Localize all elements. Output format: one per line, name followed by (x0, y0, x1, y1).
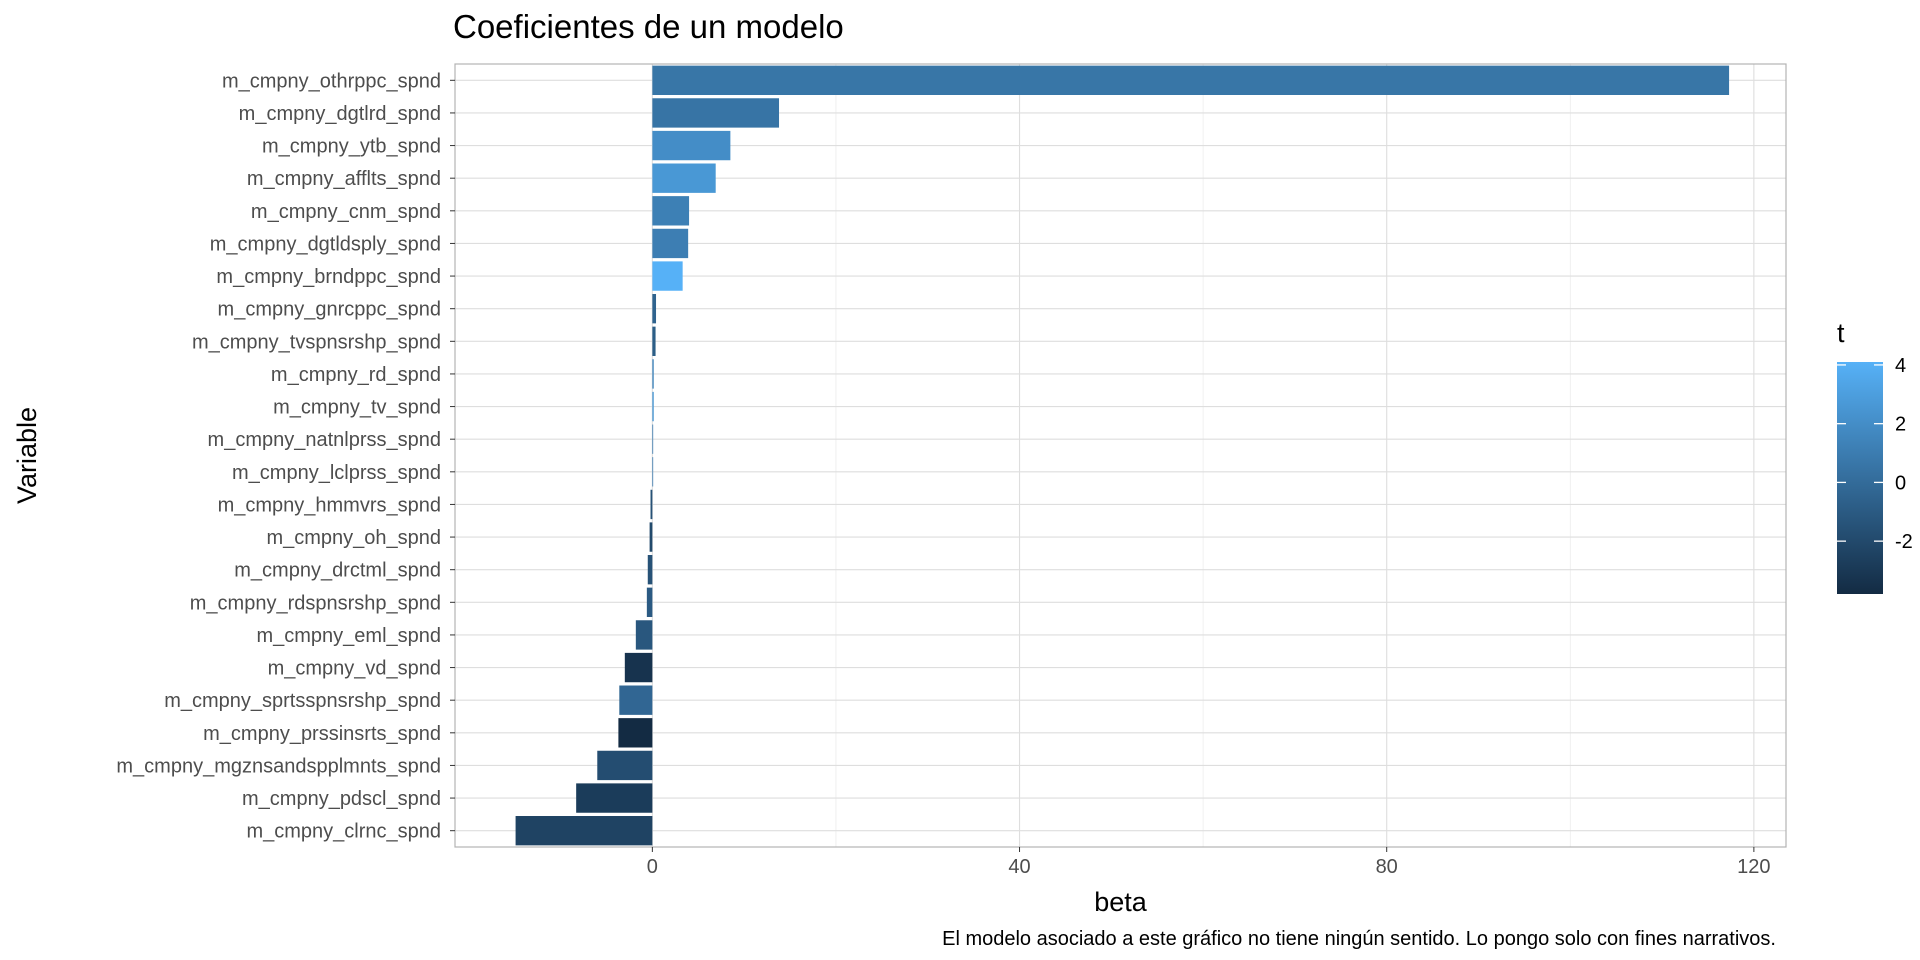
bar-m_cmpny_gnrcppc_spnd (652, 294, 657, 324)
y-tick-label: m_cmpny_clrnc_spnd (246, 821, 441, 843)
y-tick-label: m_cmpny_ytb_spnd (262, 136, 441, 158)
bar-m_cmpny_ytb_spnd (652, 130, 731, 161)
y-tick-label: m_cmpny_cnm_spnd (251, 201, 441, 223)
bar-m_cmpny_pdscl_spnd (576, 783, 653, 813)
legend-tick-label: 0 (1895, 472, 1906, 494)
legend-ticks: 4 2 0 -2 (1837, 355, 1913, 553)
y-tick-label: m_cmpny_lclprss_spnd (232, 462, 441, 484)
bar-m_cmpny_rd_spnd (652, 359, 654, 389)
y-tick-label: m_cmpny_vd_spnd (268, 658, 441, 680)
y-tick-label: m_cmpny_brndppc_spnd (216, 266, 441, 288)
bar-m_cmpny_clrnc_spnd (515, 816, 653, 846)
y-tick-label: m_cmpny_pdscl_spnd (242, 788, 441, 810)
bar-m_cmpny_lclprss_spnd (652, 457, 654, 487)
bar-m_cmpny_cnm_spnd (652, 196, 690, 226)
bar-m_cmpny_brndppc_spnd (652, 261, 683, 291)
bar-m_cmpny_mgznsandspplmnts_spnd (597, 750, 653, 781)
legend-colorbar (1837, 362, 1883, 594)
legend-title: t (1837, 318, 1845, 348)
bar-m_cmpny_dgtldsply_spnd (652, 228, 689, 259)
y-tick-label: m_cmpny_rdspnsrshp_spnd (190, 592, 441, 614)
x-axis-label: beta (1094, 887, 1148, 917)
y-tick-label: m_cmpny_afflts_spnd (247, 168, 441, 190)
x-tick-label: 40 (1008, 856, 1030, 878)
x-tick-label: 120 (1737, 856, 1770, 878)
x-tick-label: 0 (647, 856, 658, 878)
x-tick-label: 80 (1376, 856, 1398, 878)
y-tick-label: m_cmpny_tvspnsrshp_spnd (192, 331, 441, 353)
y-tick-label: m_cmpny_gnrcppc_spnd (218, 299, 441, 321)
y-tick-label: m_cmpny_othrppc_spnd (222, 70, 441, 92)
bar-m_cmpny_tv_spnd (652, 391, 654, 422)
x-tick-labels: 0 40 80 120 (647, 847, 1771, 878)
y-tick-label: m_cmpny_rd_spnd (271, 364, 441, 386)
legend-tick-label: -2 (1895, 531, 1913, 553)
y-tick-labels: m_cmpny_othrppc_spnd m_cmpny_dgtlrd_spndm… (116, 70, 455, 843)
bar-m_cmpny_dgtlrd_spnd (652, 98, 780, 128)
bar-m_cmpny_afflts_spnd (652, 163, 716, 193)
bar-m_cmpny_tvspnsrshp_spnd (652, 326, 656, 356)
y-tick-label: m_cmpny_hmmvrs_spnd (218, 494, 441, 516)
y-tick-label: m_cmpny_dgtlrd_spnd (239, 103, 441, 125)
legend: t 4 2 0 -2 (1837, 318, 1913, 594)
y-axis-label: Variable (12, 407, 42, 504)
chart-caption: El modelo asociado a este gráfico no tie… (942, 928, 1776, 950)
y-tick-label: m_cmpny_eml_spnd (256, 625, 441, 647)
y-tick-label: m_cmpny_drctml_spnd (234, 560, 441, 582)
bar-m_cmpny_oh_spnd (649, 522, 653, 552)
y-tick-label: m_cmpny_dgtldsply_spnd (210, 233, 441, 255)
bar-m_cmpny_rdspnsrshp_spnd (646, 587, 653, 617)
bar-m_cmpny_othrppc_spnd (652, 65, 1730, 95)
bar-m_cmpny_natnlprss_spnd (652, 424, 654, 454)
bar-m_cmpny_eml_spnd (635, 620, 653, 650)
legend-tick-label: 2 (1895, 414, 1906, 436)
chart-title: Coeficientes de un modelo (453, 8, 844, 45)
y-tick-label: m_cmpny_tv_spnd (273, 397, 441, 419)
y-tick-label: m_cmpny_oh_spnd (266, 527, 441, 549)
bar-m_cmpny_drctml_spnd (647, 555, 653, 585)
y-tick-label: m_cmpny_prssinsrts_spnd (203, 723, 441, 745)
y-tick-label: m_cmpny_natnlprss_spnd (208, 429, 441, 451)
y-tick-label: m_cmpny_sprtsspnsrshp_spnd (164, 690, 441, 712)
bar-m_cmpny_hmmvrs_spnd (650, 489, 653, 520)
bar-m_cmpny_sprtsspnsrshp_spnd (619, 685, 653, 715)
bar-m_cmpny_prssinsrts_spnd (618, 718, 653, 748)
bars (515, 65, 1730, 846)
y-tick-label: m_cmpny_mgznsandspplmnts_spnd (116, 755, 441, 777)
bar-m_cmpny_vd_spnd (624, 652, 653, 683)
panel-border (454, 63, 1787, 848)
legend-tick-label: 4 (1895, 355, 1906, 377)
